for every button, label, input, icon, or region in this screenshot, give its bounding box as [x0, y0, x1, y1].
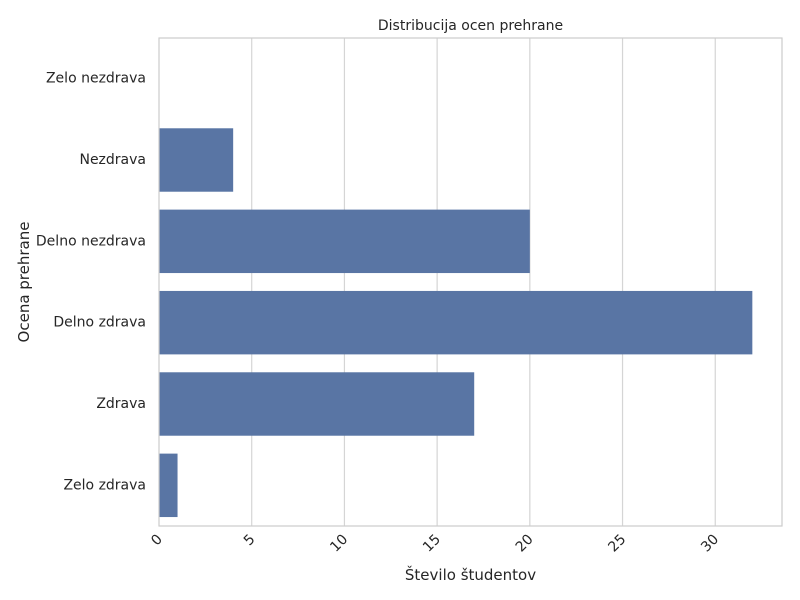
x-tick-label-3: 15	[420, 532, 444, 556]
y-axis-label: Ocena prehrane	[15, 222, 33, 343]
bar-4	[159, 372, 475, 436]
x-tick-label-2: 10	[327, 532, 351, 556]
y-tick-label-3: Delno zdrava	[53, 315, 146, 331]
y-tick-label-4: Zdrava	[96, 396, 146, 412]
bar-5	[159, 453, 178, 518]
y-tick-label-5: Zelo zdrava	[63, 477, 146, 493]
bar-3	[159, 290, 753, 355]
x-tick-labels: 0 5 10 15 20 25 30	[148, 532, 722, 556]
y-tick-label-2: Delno nezdrava	[36, 233, 146, 249]
x-axis-label: Število študentov	[405, 565, 536, 584]
x-tick-label-6: 30	[698, 532, 722, 556]
grid-layer	[251, 38, 716, 526]
plot-frame	[158, 37, 783, 527]
bar-2	[159, 209, 530, 274]
x-tick-label-5: 25	[605, 532, 629, 556]
x-tick-label-1: 5	[241, 532, 259, 550]
y-tick-labels: Zelo nezdrava Nezdrava Delno nezdrava Delno…	[36, 71, 146, 494]
y-tick-label-1: Nezdrava	[79, 152, 146, 168]
x-tick-label-0: 0	[148, 532, 166, 550]
bar-layer	[159, 128, 753, 518]
chart-title: Distribucija ocen prehrane	[378, 18, 563, 34]
x-tick-label-4: 20	[513, 532, 537, 556]
bar-1	[159, 128, 234, 192]
y-tick-label-0: Zelo nezdrava	[46, 71, 146, 87]
